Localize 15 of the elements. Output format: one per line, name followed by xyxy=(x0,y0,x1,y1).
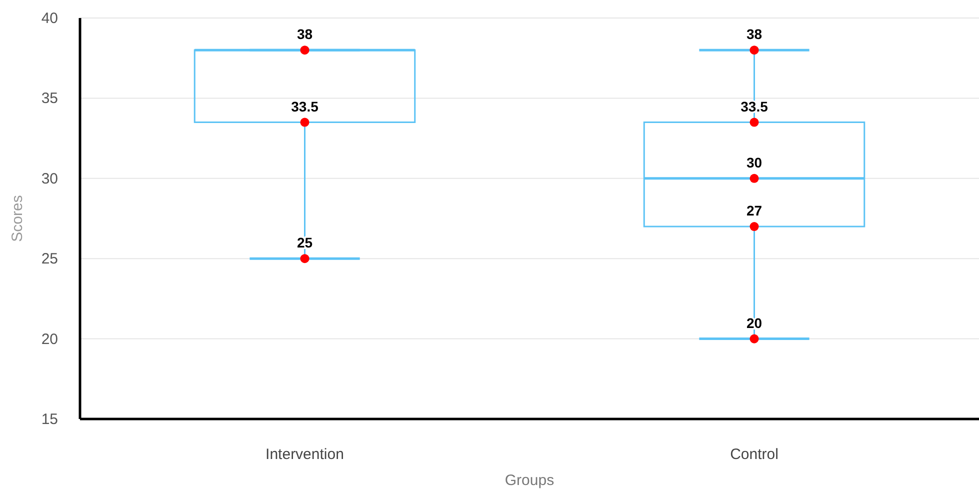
data-label: 30 xyxy=(746,154,762,170)
data-label: 38 xyxy=(296,26,313,42)
y-tick-label: 25 xyxy=(41,250,58,268)
data-label: 38 xyxy=(746,26,762,42)
x-tick-label: Intervention xyxy=(266,446,344,463)
data-label: 33.5 xyxy=(291,98,319,114)
y-tick-label: 30 xyxy=(41,170,58,188)
y-tick-label: 20 xyxy=(41,330,58,348)
y-tick-label: 35 xyxy=(41,90,58,108)
y-tick-label: 15 xyxy=(41,411,58,428)
x-tick-label: Control xyxy=(730,446,778,463)
x-axis-title: Groups xyxy=(504,472,554,489)
y-tick-label: 40 xyxy=(41,10,58,27)
data-label: 27 xyxy=(746,202,762,219)
y-axis-title: Scores xyxy=(9,195,26,242)
